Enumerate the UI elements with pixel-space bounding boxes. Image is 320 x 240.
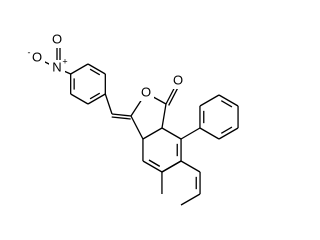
bond — [111, 113, 132, 117]
molecule-diagram: O O - N + O O — [28, 31, 239, 206]
bond — [104, 93, 113, 115]
bond — [89, 68, 101, 76]
bond — [111, 116, 131, 120]
bond — [161, 160, 182, 173]
bond — [87, 93, 106, 105]
bond — [142, 160, 163, 173]
bond — [161, 127, 182, 140]
atom-label: N — [52, 59, 61, 74]
bond — [180, 127, 201, 140]
label-mask — [171, 74, 186, 89]
atom-label: O — [32, 49, 42, 64]
atom-label: O — [173, 72, 183, 87]
bond — [70, 93, 89, 105]
bond — [199, 94, 220, 107]
label-mask — [49, 32, 65, 48]
label-mask — [29, 50, 45, 66]
bond — [87, 63, 106, 75]
bond — [180, 160, 201, 173]
bond — [218, 94, 239, 107]
label-mask — [139, 86, 154, 101]
page: {"atoms": [ {"label": "O"}, {"label": "O… — [27, 31, 239, 206]
bond — [130, 115, 144, 140]
bond — [218, 127, 239, 140]
bond — [142, 127, 163, 140]
atom-label: O — [141, 84, 151, 99]
bond — [220, 126, 233, 134]
bond — [199, 127, 220, 140]
bond — [220, 100, 233, 108]
bond — [89, 92, 101, 100]
label-mask — [49, 60, 65, 76]
atom-label: O — [52, 31, 62, 46]
atom-charge: + — [62, 56, 67, 66]
atom-charge: - — [28, 47, 31, 57]
bond — [161, 103, 167, 129]
bond — [148, 159, 161, 167]
bond — [180, 193, 201, 206]
bond — [70, 63, 89, 75]
